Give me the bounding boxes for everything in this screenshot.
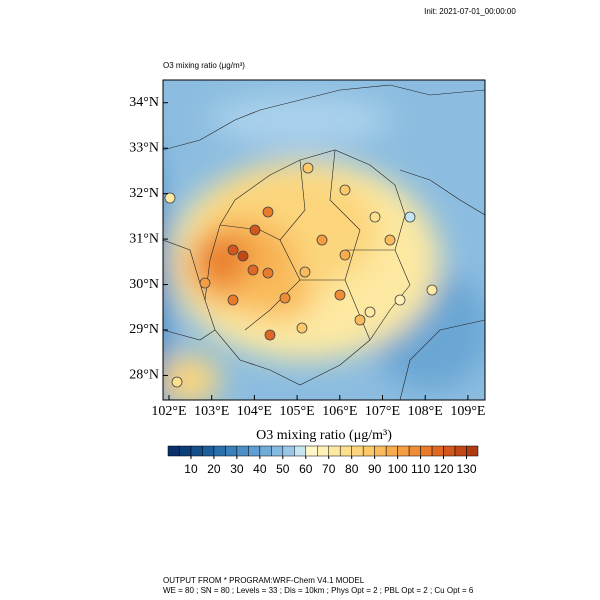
colorbar-box bbox=[202, 445, 215, 457]
lon-tick-label: 109°E bbox=[450, 404, 485, 419]
colorbar-box bbox=[294, 445, 307, 457]
colorbar-box bbox=[351, 445, 364, 457]
lat-tick-label: 32°N bbox=[129, 186, 159, 201]
lon-tick-label: 107°E bbox=[365, 404, 400, 419]
lon-tick-label: 105°E bbox=[280, 404, 315, 419]
colorbar-tick-label: 80 bbox=[345, 462, 359, 476]
colorbar-box bbox=[305, 445, 318, 457]
footer-line: OUTPUT FROM * PROGRAM:WRF-Chem V4.1 MODE… bbox=[163, 576, 365, 585]
colorbar-box bbox=[248, 445, 261, 457]
lat-tick-label: 28°N bbox=[129, 368, 159, 383]
map-frame bbox=[162, 79, 486, 401]
lat-tick-label: 34°N bbox=[129, 95, 159, 110]
plot-title: O3 mixing ratio (μg/m³) bbox=[163, 61, 245, 70]
colorbar-box bbox=[213, 445, 226, 457]
lat-tick-label: 31°N bbox=[129, 231, 159, 246]
colorbar-tick-label: 130 bbox=[457, 462, 477, 476]
colorbar-tick-label: 30 bbox=[230, 462, 244, 476]
colorbar-tick-label: 90 bbox=[368, 462, 382, 476]
colorbar-box bbox=[225, 445, 238, 457]
colorbar-box bbox=[454, 445, 467, 457]
colorbar-tick-label: 60 bbox=[299, 462, 313, 476]
colorbar-tick-label: 10 bbox=[184, 462, 198, 476]
colorbar-box bbox=[282, 445, 295, 457]
colorbar-tick-label: 40 bbox=[253, 462, 267, 476]
lat-tick-label: 30°N bbox=[129, 277, 159, 292]
colorbar-label: O3 mixing ratio (μg/m³) bbox=[256, 428, 392, 443]
footer-line: WE = 80 ; SN = 80 ; Levels = 33 ; Dis = … bbox=[163, 586, 474, 595]
colorbar-box bbox=[167, 445, 180, 457]
colorbar-box bbox=[397, 445, 410, 457]
colorbar-tick-label: 50 bbox=[276, 462, 290, 476]
colorbar-box bbox=[385, 445, 398, 457]
colorbar-box bbox=[420, 445, 433, 457]
colorbar-box bbox=[408, 445, 421, 457]
lon-tick-label: 108°E bbox=[408, 404, 443, 419]
colorbar-box bbox=[374, 445, 387, 457]
colorbar-tick-label: 120 bbox=[434, 462, 454, 476]
init-time: Init: 2021-07-01_00:00:00 bbox=[424, 7, 516, 16]
lon-tick-label: 103°E bbox=[194, 404, 229, 419]
lat-tick-label: 33°N bbox=[129, 140, 159, 155]
colorbar-box bbox=[339, 445, 352, 457]
colorbar-box bbox=[443, 445, 456, 457]
lon-tick-label: 104°E bbox=[237, 404, 272, 419]
lat-tick-label: 29°N bbox=[129, 322, 159, 337]
colorbar-box bbox=[328, 445, 341, 457]
colorbar-tick-label: 110 bbox=[411, 462, 430, 476]
colorbar-box bbox=[362, 445, 375, 457]
colorbar-box bbox=[317, 445, 329, 457]
colorbar-box bbox=[190, 445, 203, 457]
colorbar-tick-label: 100 bbox=[388, 462, 408, 476]
colorbar-box bbox=[259, 445, 272, 457]
colorbar-box bbox=[431, 445, 444, 457]
lon-tick-label: 102°E bbox=[151, 404, 186, 419]
colorbar-box bbox=[466, 445, 479, 457]
map-field bbox=[163, 80, 485, 400]
lon-tick-label: 106°E bbox=[322, 404, 357, 419]
colorbar-box bbox=[271, 445, 284, 457]
colorbar-tick-label: 20 bbox=[207, 462, 221, 476]
colorbar-box bbox=[179, 445, 192, 457]
colorbar-tick-label: 70 bbox=[322, 462, 336, 476]
colorbar-box bbox=[236, 445, 249, 457]
